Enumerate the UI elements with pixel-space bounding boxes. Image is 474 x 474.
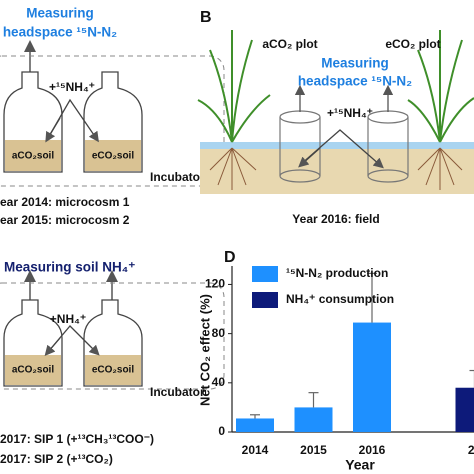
y-tick-label: 80	[212, 326, 226, 340]
note: 2017: SIP 2 (+¹³CO₂)	[0, 452, 113, 466]
legend-label: NH₄⁺ consumption	[286, 292, 394, 306]
soil-label: eCO₂soil	[92, 151, 134, 162]
bar	[236, 418, 274, 432]
arrow	[298, 147, 321, 168]
panel-letter: B	[200, 9, 212, 26]
header: headspace ¹⁵N-N₂	[298, 74, 412, 89]
x-axis-label: Year	[345, 457, 375, 473]
incubator-box	[0, 55, 225, 187]
header: headspace ¹⁵N-N₂	[3, 25, 117, 40]
x-tick-label: 2014	[242, 443, 269, 457]
roots	[209, 147, 463, 190]
treatment: +¹⁵NH₄⁺	[327, 106, 373, 120]
water	[200, 142, 474, 149]
y-tick-label: 120	[205, 277, 225, 291]
y-tick-label: 0	[218, 424, 225, 438]
legend-swatch	[252, 266, 278, 282]
y-tick-label: 40	[212, 375, 226, 389]
soil-label: eCO₂soil	[92, 365, 134, 376]
legend-label: ¹⁵N-N₂ production	[286, 266, 388, 280]
incubator-box	[0, 282, 225, 390]
x-tick-label: 2016	[359, 443, 386, 457]
note: Year 2016: field	[292, 212, 379, 226]
bar	[294, 407, 333, 432]
soil-label: aCO₂soil	[12, 365, 54, 376]
box-label: Incubator	[150, 385, 205, 399]
plot-label: eCO₂ plot	[385, 37, 440, 51]
box-label: Incubator	[150, 170, 205, 184]
x-tick-label: 20	[468, 443, 474, 457]
arrow	[45, 117, 61, 143]
note: ear 2015: microcosm 2	[0, 213, 130, 227]
plot-label: aCO₂ plot	[262, 37, 317, 51]
y-axis-label: Net CO₂ effect (%)	[197, 294, 212, 406]
soil	[85, 140, 141, 171]
bar	[353, 322, 391, 432]
plant	[197, 30, 474, 143]
soil	[85, 355, 141, 385]
treatment: +¹⁵NH₄⁺	[49, 80, 95, 94]
header: Measuring	[26, 6, 94, 21]
bar-chart: D Net CO₂ effect (%) Year 0 40 80 120 2014 20…	[197, 249, 474, 473]
header: Measuring	[321, 56, 389, 71]
soil	[5, 355, 61, 385]
arrow	[44, 337, 61, 356]
panel-c: Measuring soil NH₄⁺ +NH₄⁺ aCO₂soil eCO₂s…	[0, 260, 225, 466]
bar	[455, 387, 474, 432]
panel-letter: D	[224, 249, 236, 266]
panel-b: B aCO₂ plot eCO₂ plot Measuring headspac…	[197, 9, 474, 226]
soil-label: aCO₂soil	[12, 151, 54, 162]
treatment: +NH₄⁺	[50, 312, 86, 326]
header: Measuring soil NH₄⁺	[4, 260, 135, 275]
x-tick-label: 2015	[300, 443, 327, 457]
note: ear 2014: microcosm 1	[0, 195, 130, 209]
legend-swatch	[252, 292, 278, 308]
note: 2017: SIP 1 (+¹³CH₃¹³COO⁻)	[0, 432, 154, 446]
soil	[5, 140, 61, 171]
panel-a: Measuring headspace ¹⁵N-N₂ +¹⁵NH₄⁺ aCO₂s…	[0, 6, 225, 227]
soil	[200, 149, 474, 194]
